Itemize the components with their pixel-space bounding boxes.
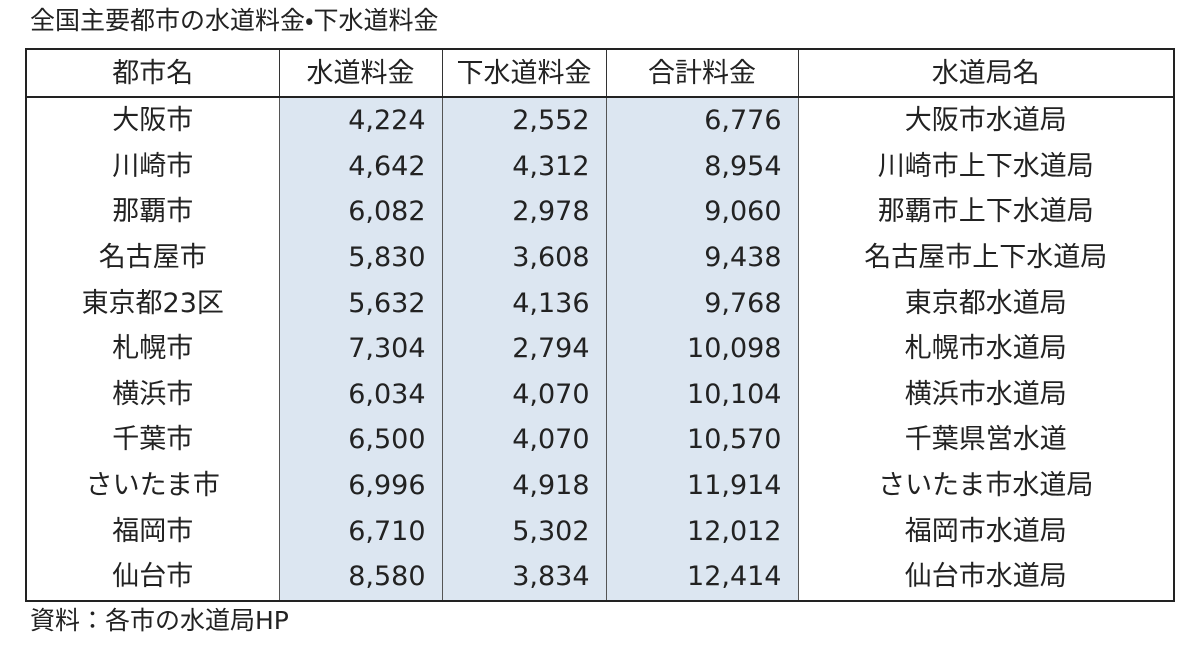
fee-cell: 12,012: [605, 508, 798, 554]
text-cell: さいたま市: [25, 462, 279, 509]
text-cell: 仙台市: [25, 553, 279, 601]
text-cell: 東京都23区: [25, 280, 279, 326]
column-header: 都市名: [25, 49, 279, 98]
source-note: 資料：各市の水道局HP: [30, 606, 289, 635]
fee-cell: 12,414: [605, 553, 798, 601]
text-cell: 札幌市: [25, 325, 279, 372]
table-row: 大阪市 4,224 2,552 6,776 大阪市水道局: [25, 97, 1174, 144]
fee-cell: 7,304: [278, 325, 442, 372]
fee-cell: 4,136: [441, 280, 606, 326]
fee-cell: 2,552: [441, 97, 606, 144]
table-row: 那覇市 6,082 2,978 9,060 那覇市上下水道局: [25, 189, 1174, 235]
text-cell: 千葉県営水道: [797, 417, 1174, 463]
fee-cell: 4,070: [441, 417, 606, 463]
fee-cell: 10,098: [605, 325, 798, 372]
table-title: 全国主要都市の水道料金・下水道料金: [30, 6, 439, 35]
table-row: 札幌市 7,304 2,794 10,098 札幌市水道局: [25, 325, 1174, 372]
fee-cell: 6,996: [278, 462, 442, 509]
column-header: 水道料金: [278, 49, 442, 98]
fee-cell: 4,224: [278, 97, 442, 144]
text-cell: 名古屋市: [25, 234, 279, 281]
column-header: 水道局名: [797, 49, 1174, 98]
text-cell: 福岡市水道局: [797, 508, 1174, 554]
text-cell: 福岡市: [25, 508, 279, 554]
table-row: 千葉市 6,500 4,070 10,570 千葉県営水道: [25, 417, 1174, 463]
fee-cell: 2,978: [441, 189, 606, 235]
fee-cell: 6,710: [278, 508, 442, 554]
table-row: 福岡市 6,710 5,302 12,012 福岡市水道局: [25, 508, 1174, 554]
fee-cell: 10,570: [605, 417, 798, 463]
text-cell: 川崎市上下水道局: [797, 143, 1174, 190]
fee-cell: 8,580: [278, 553, 442, 601]
table-row: 川崎市 4,642 4,312 8,954 川崎市上下水道局: [25, 143, 1174, 190]
fee-cell: 4,642: [278, 143, 442, 190]
fee-cell: 6,034: [278, 371, 442, 418]
text-cell: 千葉市: [25, 417, 279, 463]
text-cell: 仙台市水道局: [797, 553, 1174, 601]
table-body: 大阪市 4,224 2,552 6,776 大阪市水道局 川崎市 4,642 4,312 8,9…: [25, 97, 1174, 601]
fee-cell: 3,608: [441, 234, 606, 281]
table-row: 仙台市 8,580 3,834 12,414 仙台市水道局: [25, 553, 1174, 601]
fee-cell: 6,776: [605, 97, 798, 144]
text-cell: 名古屋市上下水道局: [797, 234, 1174, 281]
table-row: 横浜市 6,034 4,070 10,104 横浜市水道局: [25, 371, 1174, 418]
column-header: 下水道料金: [441, 49, 606, 98]
text-cell: 那覇市: [25, 189, 279, 235]
fee-cell: 11,914: [605, 462, 798, 509]
table-row: さいたま市 6,996 4,918 11,914 さいたま市水道局: [25, 462, 1174, 509]
fee-cell: 2,794: [441, 325, 606, 372]
fee-cell: 4,070: [441, 371, 606, 418]
fee-cell: 9,060: [605, 189, 798, 235]
text-cell: 那覇市上下水道局: [797, 189, 1174, 235]
header-row: 都市名 水道料金 下水道料金 合計料金 水道局名: [25, 49, 1174, 98]
fee-cell: 6,082: [278, 189, 442, 235]
text-cell: 大阪市水道局: [797, 97, 1174, 144]
fee-cell: 5,302: [441, 508, 606, 554]
text-cell: 大阪市: [25, 97, 279, 144]
fee-cell: 8,954: [605, 143, 798, 190]
text-cell: 横浜市水道局: [797, 371, 1174, 418]
table-row: 東京都23区 5,632 4,136 9,768 東京都水道局: [25, 280, 1174, 326]
text-cell: 川崎市: [25, 143, 279, 190]
table-row: 名古屋市 5,830 3,608 9,438 名古屋市上下水道局: [25, 234, 1174, 281]
text-cell: 札幌市水道局: [797, 325, 1174, 372]
column-header: 合計料金: [605, 49, 798, 98]
text-cell: 東京都水道局: [797, 280, 1174, 326]
fee-cell: 10,104: [605, 371, 798, 418]
fee-cell: 5,632: [278, 280, 442, 326]
fee-cell: 3,834: [441, 553, 606, 601]
fee-cell: 5,830: [278, 234, 442, 281]
fee-cell: 9,768: [605, 280, 798, 326]
fee-cell: 4,918: [441, 462, 606, 509]
water-fee-table: 都市名 水道料金 下水道料金 合計料金 水道局名 大阪市 4,224 2,552 6,776 大…: [25, 48, 1175, 602]
fee-cell: 4,312: [441, 143, 606, 190]
text-cell: 横浜市: [25, 371, 279, 418]
fee-cell: 6,500: [278, 417, 442, 463]
text-cell: さいたま市水道局: [797, 462, 1174, 509]
fee-cell: 9,438: [605, 234, 798, 281]
